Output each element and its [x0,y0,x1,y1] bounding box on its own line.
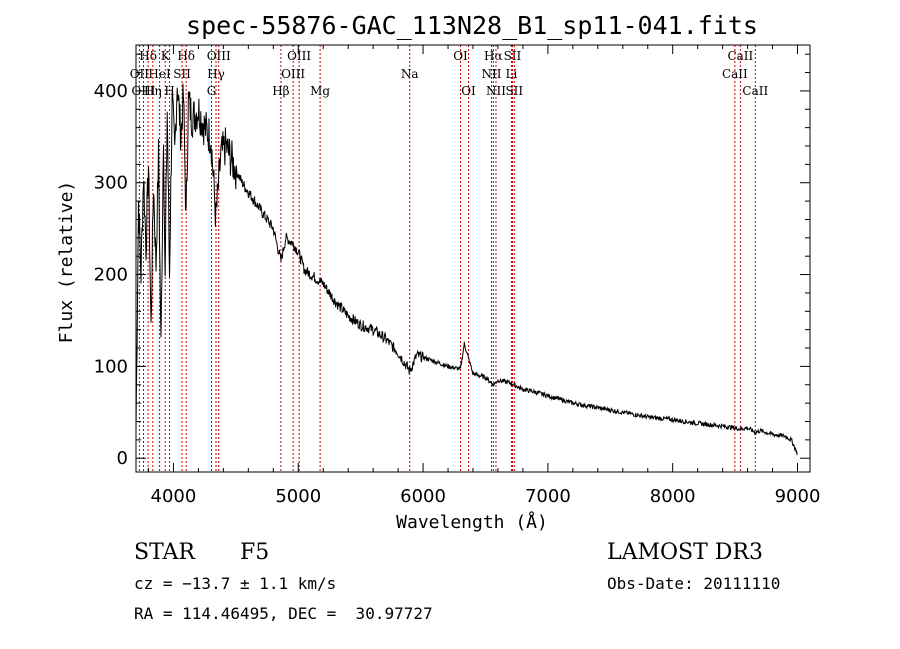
spectral-line-label: Mg [310,84,330,98]
y-tick-label: 300 [94,173,128,194]
spectral-line-label: CaII [722,67,748,81]
redshift-value: cz = −13.7 ± 1.1 km/s [134,574,337,593]
spectral-line-label: NII [486,84,506,98]
spectral-line-label: Hδ [177,49,195,63]
spectral-line-label: SII [173,67,191,81]
spectral-line-label: OIII [287,49,311,63]
spectrum-line [135,83,798,456]
spectral-line-label: Hη [144,84,162,98]
spectral-line-label: CaII [727,49,753,63]
spectral-line-label: Hα [484,49,503,63]
x-axis-label: Wavelength (Å) [396,511,548,533]
axis-ticks: 4000 5000 6000 7000 8000 9000 0 100 200 300 400 [94,45,821,507]
object-subclass: F5 [240,540,270,565]
x-tick-label: 9000 [775,486,821,507]
y-tick-label: 200 [94,265,128,286]
spectral-line-label: H [164,84,174,98]
x-tick-label: 4000 [151,486,197,507]
spectral-line-label: HeI [148,67,171,81]
y-tick-label: 100 [94,356,128,377]
chart-title: spec-55876-GAC_113N28_B1_sp11-041.fits [186,11,758,40]
observation-date: Obs-Date: 20111110 [607,574,781,593]
spectral-line-label: OIII [281,67,305,81]
spectral-line-label: Li [506,67,518,81]
spectral-line-label: CaII [742,84,768,98]
spectral-line-label: OI [453,49,468,63]
spectral-line-label: SII [505,84,523,98]
coordinates: RA = 114.46495, DEC = 30.97727 [134,604,433,623]
spectral-line-label: K [161,49,171,63]
object-class: STAR [134,540,195,565]
spectral-line-label: SII [504,49,522,63]
spectral-line-label: Hβ [272,84,289,98]
x-tick-label: 6000 [400,486,446,507]
spectral-line-label: Hδ [139,49,157,63]
x-tick-label: 5000 [275,486,321,507]
spectral-line-label: OIII [207,49,231,63]
spectrum-layer [135,83,798,456]
spectral-line-label: Hγ [207,67,225,81]
spectral-line-label: Na [401,67,419,81]
spectral-line-label: NII [481,67,501,81]
y-tick-label: 0 [117,448,128,469]
x-tick-label: 8000 [650,486,696,507]
spectral-line-label: OII [130,67,150,81]
spectral-line-label: G [207,84,217,98]
survey-name: LAMOST DR3 [607,540,763,565]
plot-frame [135,44,811,473]
x-tick-label: 7000 [525,486,571,507]
spectral-line-label: OI [461,84,476,98]
y-axis-label: Flux (relative) [56,181,77,344]
y-tick-label: 400 [94,81,128,102]
